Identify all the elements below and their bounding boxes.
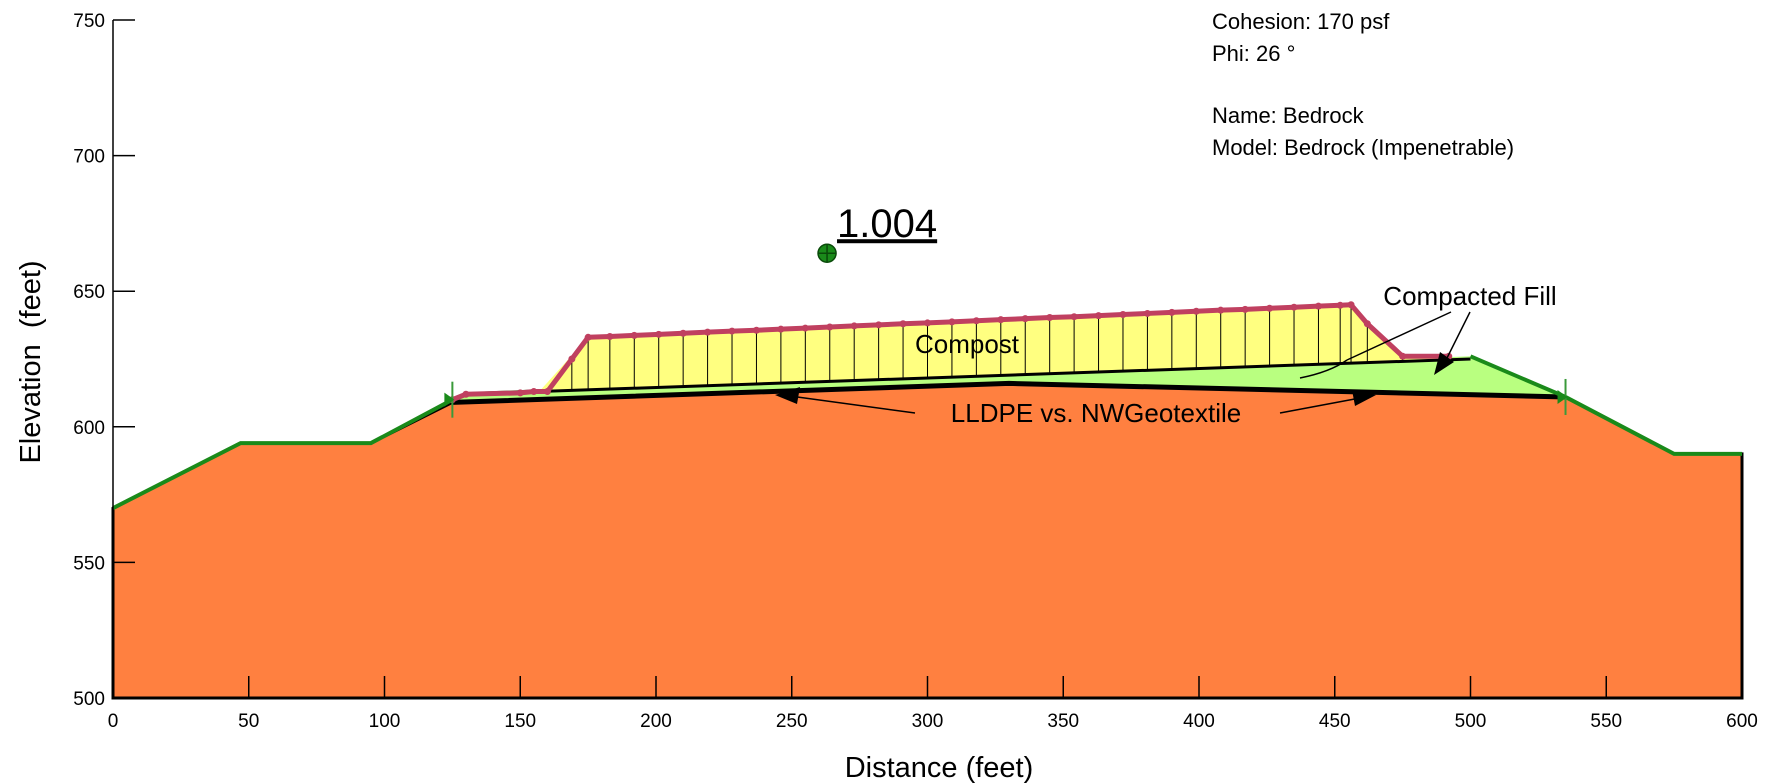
slip-vertex	[752, 326, 760, 334]
y-tick-label: 650	[73, 282, 105, 303]
slip-vertex	[1347, 301, 1355, 309]
slip-vertex	[543, 388, 551, 396]
slip-vertex	[1217, 306, 1225, 314]
ground-surface	[1469, 354, 1742, 456]
slip-vertex	[948, 318, 956, 326]
x-tick-label: 450	[1319, 711, 1351, 732]
annotation: LLDPE vs. NWGeotextile	[951, 398, 1241, 428]
y-tick-label: 500	[73, 689, 105, 710]
slip-vertex	[679, 329, 687, 337]
slip-surface	[451, 302, 1449, 403]
slip-vertex	[1399, 352, 1407, 360]
slip-vertex	[530, 388, 538, 396]
slip-vertex	[1021, 315, 1029, 323]
x-tick-label: 500	[1455, 711, 1487, 732]
slip-vertex	[630, 331, 638, 339]
x-tick-label: 0	[108, 711, 119, 732]
soil-region	[539, 304, 1471, 392]
slip-vertex	[997, 316, 1005, 324]
slip-vertex	[1119, 311, 1127, 319]
x-tick-label: 150	[504, 711, 536, 732]
slip-vertex	[1266, 304, 1274, 312]
slip-vertex	[516, 389, 524, 397]
slip-vertex	[584, 333, 592, 341]
slip-vertex	[1336, 301, 1344, 309]
slip-vertex	[568, 355, 576, 363]
y-tick-label: 700	[73, 147, 105, 168]
slip-vertex	[462, 390, 470, 398]
slip-vertex	[1192, 307, 1200, 315]
x-tick-label: 350	[1047, 711, 1079, 732]
x-tick-label: 250	[776, 711, 808, 732]
slip-vertex	[777, 325, 785, 333]
x-tick-label: 300	[912, 711, 944, 732]
slip-vertex	[1241, 305, 1249, 313]
slip-vertex	[1363, 320, 1371, 328]
y-tick-label: 550	[73, 553, 105, 574]
arrow-heads	[775, 352, 1454, 406]
leader-lines	[789, 311, 1471, 414]
slip-vertex	[1046, 314, 1054, 322]
x-tick-label: 400	[1183, 711, 1215, 732]
slip-vertex	[924, 319, 931, 327]
slip-vertex	[606, 332, 614, 340]
annotation: Compacted Fill	[1383, 281, 1556, 311]
x-tick-label: 50	[238, 711, 259, 732]
x-axis-title: Distance (feet)	[845, 752, 1034, 784]
slip-vertex	[899, 320, 907, 328]
slice-base	[539, 357, 1471, 394]
slip-vertex	[1070, 313, 1078, 321]
limit-marker	[444, 392, 455, 407]
slip-vertex	[1095, 312, 1103, 320]
slip-vertex	[1168, 308, 1176, 316]
y-tick-label: 750	[73, 11, 105, 32]
material-info: Model: Bedrock (Impenetrable)	[1212, 135, 1514, 160]
slip-vertex	[1143, 309, 1151, 317]
y-axis-title: Elevation (feet)	[15, 260, 47, 463]
slip-vertex	[1290, 303, 1298, 311]
slip-vertex	[728, 327, 736, 335]
slip-center-cross	[818, 244, 837, 263]
material-info: Cohesion: 170 psf	[1212, 9, 1390, 34]
liner	[452, 380, 1566, 405]
x-tick-label: 550	[1590, 711, 1622, 732]
x-tick-label: 600	[1726, 711, 1758, 732]
slip-vertex	[1314, 302, 1322, 310]
slip-vertex	[850, 322, 858, 330]
annotation: Compost	[915, 329, 1020, 359]
slip-vertex	[875, 321, 883, 329]
factor-of-safety: 1.004	[837, 202, 937, 246]
x-tick-label: 200	[640, 711, 672, 732]
y-tick-label: 600	[73, 418, 105, 439]
soil-region	[111, 381, 1744, 700]
material-info: Phi: 26 °	[1212, 41, 1295, 66]
limit-marker	[1557, 389, 1568, 404]
material-info: Name: Bedrock	[1212, 103, 1365, 128]
slip-vertex	[655, 330, 663, 338]
slip-vertex	[826, 323, 834, 331]
slip-vertex	[972, 317, 980, 325]
slip-vertex	[704, 328, 712, 336]
slip-vertex	[801, 324, 809, 332]
x-tick-label: 100	[369, 711, 401, 732]
